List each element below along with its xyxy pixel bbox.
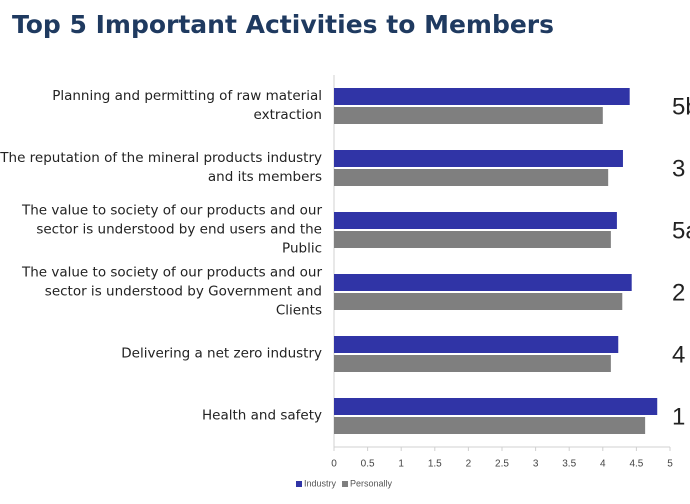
- x-tick-label: 1: [398, 459, 404, 470]
- rank-annotation: 4: [672, 341, 685, 368]
- bar: [334, 417, 646, 434]
- category-label: The reputation of the mineral products i…: [0, 150, 322, 185]
- bar: [334, 107, 603, 124]
- rank-annotation: 1: [672, 403, 685, 430]
- category-label: Health and safety: [202, 407, 322, 424]
- category-label: The value to society of our products and…: [21, 202, 322, 257]
- x-tick-label: 4.5: [629, 459, 643, 470]
- x-tick-label: 2.5: [495, 459, 509, 470]
- rank-annotation: 5a: [672, 217, 690, 244]
- bar: [334, 150, 623, 167]
- x-tick-label: 0: [331, 459, 337, 470]
- bar: [334, 212, 617, 229]
- bar: [334, 398, 658, 415]
- chart-title: Top 5 Important Activities to Members: [12, 10, 555, 39]
- rank-annotation: 3: [672, 155, 685, 182]
- x-tick-label: 4: [600, 459, 606, 470]
- x-tick-label: 1.5: [428, 459, 442, 470]
- rank-annotation: 5b: [672, 93, 690, 120]
- x-tick-label: 3.5: [562, 459, 576, 470]
- bar: [334, 274, 632, 291]
- bar: [334, 355, 611, 372]
- bar: [334, 336, 619, 353]
- legend-label: Industry: [304, 478, 337, 488]
- category-label: Planning and permitting of raw material …: [52, 88, 322, 123]
- bar: [334, 169, 609, 186]
- rank-annotation: 2: [672, 279, 685, 306]
- x-tick-label: 3: [533, 459, 539, 470]
- legend-swatch: [296, 481, 302, 487]
- x-tick-label: 2: [466, 459, 472, 470]
- x-tick-label: 5: [667, 459, 673, 470]
- bar: [334, 231, 611, 248]
- bar: [334, 88, 630, 105]
- legend-swatch: [342, 481, 349, 487]
- category-label: Delivering a net zero industry: [121, 345, 322, 362]
- x-tick-label: 0.5: [361, 459, 375, 470]
- category-label: The value to society of our products and…: [21, 264, 322, 319]
- legend-label: Personally: [350, 478, 393, 488]
- bar: [334, 293, 623, 310]
